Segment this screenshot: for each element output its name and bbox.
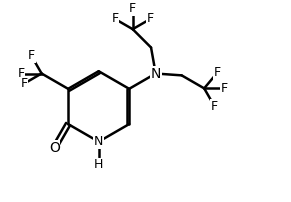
Text: N: N	[150, 66, 161, 81]
Text: H: H	[94, 158, 103, 171]
Text: F: F	[18, 67, 25, 80]
Text: N: N	[94, 135, 103, 148]
Text: F: F	[129, 2, 136, 15]
Text: F: F	[221, 82, 228, 95]
Text: F: F	[211, 100, 218, 113]
Text: O: O	[49, 141, 60, 155]
Text: F: F	[28, 49, 35, 62]
Text: F: F	[214, 66, 221, 79]
Text: F: F	[20, 77, 27, 90]
Text: F: F	[147, 13, 154, 25]
Text: F: F	[111, 13, 118, 25]
